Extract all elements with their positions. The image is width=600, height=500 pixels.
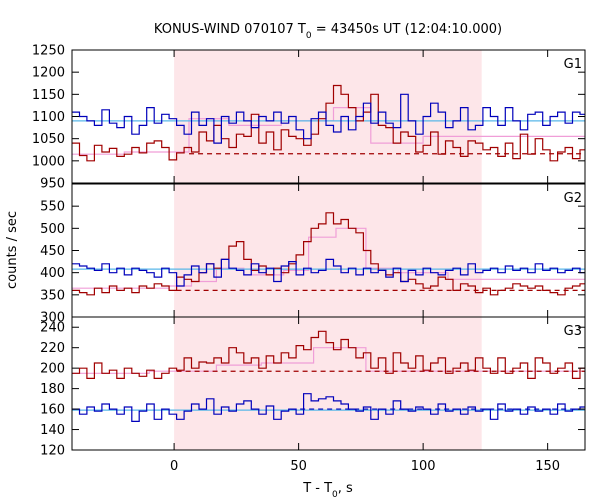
x-tick-label: 100 bbox=[411, 459, 436, 474]
lightcurve-blue bbox=[72, 393, 585, 422]
lightcurve-blue bbox=[72, 258, 585, 287]
panel-g1: 950 1000 1050 1100 1150 1200 1250 G1 bbox=[32, 44, 586, 192]
panel-label: G3 bbox=[564, 324, 582, 339]
y-tick-label: 1150 bbox=[32, 88, 65, 103]
panel-g2: 300 350 400 450 500 550 G2 bbox=[40, 183, 586, 326]
panel-g3: 120 140 160 180 200 220 240 G3 bbox=[40, 316, 586, 459]
lightcurve-red bbox=[72, 330, 585, 379]
burst-interval-shade bbox=[174, 50, 482, 450]
lightcurve-red bbox=[72, 84, 585, 162]
chart-title: KONUS-WIND 070107 T0 = 43450s UT (12:04:… bbox=[154, 22, 502, 41]
x-tick-label: 150 bbox=[535, 459, 560, 474]
y-tick-label: 1100 bbox=[32, 110, 65, 125]
y-tick-label: 1050 bbox=[32, 132, 65, 147]
x-tick-label: 50 bbox=[290, 459, 307, 474]
panel-frame bbox=[71, 316, 586, 451]
y-tick-label: 350 bbox=[40, 288, 65, 303]
y-tick-label: 500 bbox=[40, 222, 65, 237]
y-tick-label: 160 bbox=[40, 403, 65, 418]
panel-label: G1 bbox=[564, 57, 582, 72]
y-tick-label: 550 bbox=[40, 200, 65, 215]
y-tick-label: 1250 bbox=[32, 44, 65, 59]
y-tick-label: 1000 bbox=[32, 154, 65, 169]
lightcurve-red bbox=[72, 212, 585, 296]
y-tick-label: 220 bbox=[40, 341, 65, 356]
x-tick-label: 0 bbox=[170, 459, 178, 474]
y-tick-label: 200 bbox=[40, 362, 65, 377]
y-tick-label: 1200 bbox=[32, 66, 65, 81]
y-tick-label: 180 bbox=[40, 382, 65, 397]
plot-area: 950100010501100115012001250G130035040045… bbox=[32, 44, 586, 474]
y-tick-label: 240 bbox=[40, 321, 65, 336]
y-tick-label: 120 bbox=[40, 444, 65, 459]
y-tick-label: 300 bbox=[40, 311, 65, 326]
y-tick-label: 450 bbox=[40, 244, 65, 259]
x-axis-label: T - T0, s bbox=[302, 481, 353, 500]
panel-label: G2 bbox=[564, 191, 582, 206]
y-tick-label: 400 bbox=[40, 266, 65, 281]
y-axis-label: counts / sec bbox=[5, 211, 20, 289]
y-tick-label: 140 bbox=[40, 423, 65, 438]
fit-step-pink bbox=[72, 347, 585, 374]
y-tick-label: 950 bbox=[40, 177, 65, 192]
lightcurve-blue bbox=[72, 93, 585, 144]
